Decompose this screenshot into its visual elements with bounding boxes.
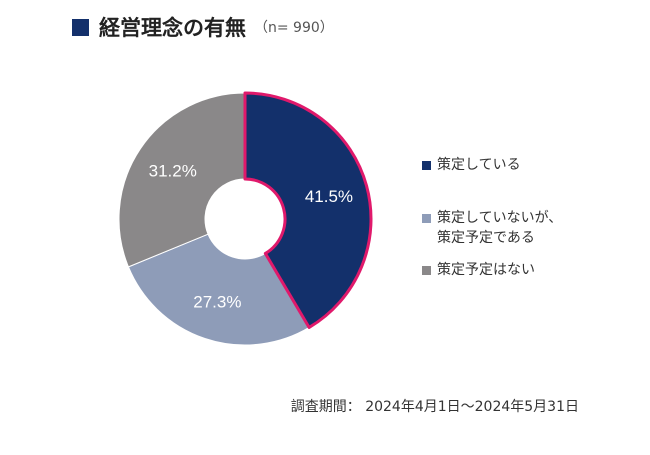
legend-item-1: 策定していないが、 策定予定である [422, 208, 642, 248]
legend-item-0: 策定している [422, 155, 642, 175]
data-label-1: 27.3% [193, 292, 241, 311]
chart-title: 経営理念の有無 [99, 16, 246, 40]
data-label-0: 41.5% [305, 187, 353, 206]
legend-swatch-2 [422, 266, 431, 275]
legend-label-2: 策定予定はない [437, 262, 535, 278]
slice-1 [127, 233, 310, 346]
slice-2 [118, 92, 246, 268]
title-square-icon [72, 18, 89, 36]
legend-label-1: 策定していないが、 策定予定である [437, 210, 563, 246]
chart-title-row: 経営理念の有無 （n= 990） [72, 10, 334, 44]
survey-period: 調査期間： 2024年4月1日～2024年5月31日 [290, 399, 579, 415]
legend-label-0: 策定している [437, 157, 521, 173]
slice-0 [243, 91, 373, 329]
legend-item-2: 策定予定はない [422, 260, 642, 280]
sample-size: （n= 990） [254, 20, 334, 36]
data-label-2: 31.2% [149, 162, 197, 181]
legend-swatch-0 [422, 161, 431, 170]
legend-swatch-1 [422, 214, 431, 223]
